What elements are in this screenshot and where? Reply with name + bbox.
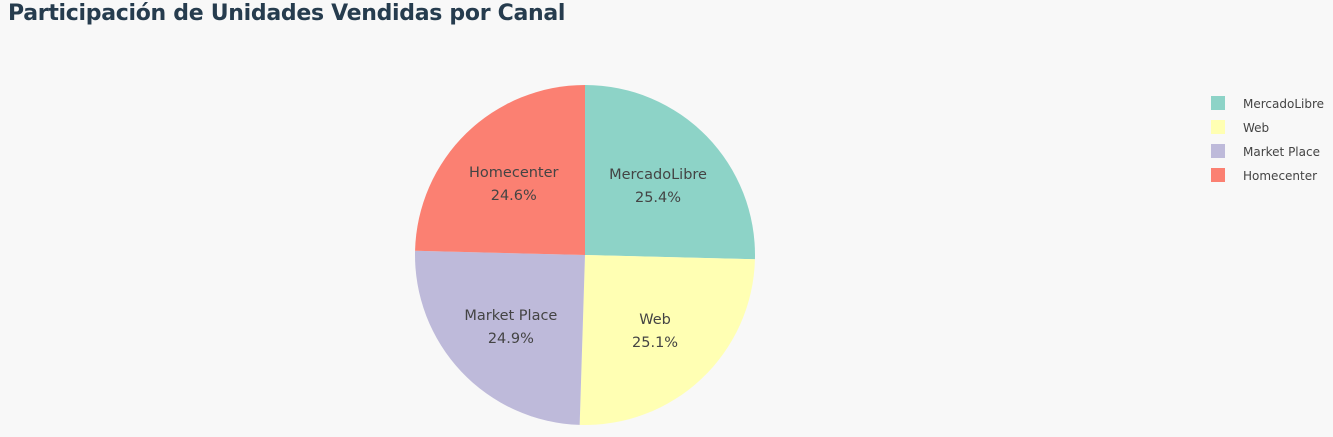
legend-swatch-market-place (1211, 144, 1225, 158)
slice-percent-mercadolibre: 25.4% (635, 190, 681, 206)
slice-label-market-place: Market Place (464, 308, 557, 324)
pie-slices (415, 85, 755, 426)
legend-swatch-web (1211, 120, 1225, 134)
legend-item-mercadolibre[interactable]: MercadoLibre (1211, 96, 1324, 111)
legend-label-mercadolibre: MercadoLibre (1243, 97, 1324, 111)
page-title: Participación de Unidades Vendidas por C… (8, 1, 566, 26)
slice-label-web: Web (639, 312, 671, 328)
legend-swatch-homecenter (1211, 168, 1225, 182)
pie-slice-market-place (415, 250, 585, 425)
legend-label-homecenter: Homecenter (1243, 169, 1317, 183)
legend-label-market-place: Market Place (1243, 145, 1320, 159)
pie-slice-labels: MercadoLibre 25.4% Web 25.1% Market Place 24.… (464, 165, 707, 351)
slice-percent-web: 25.1% (632, 335, 678, 351)
legend: MercadoLibre Web Market Place Homecenter (1211, 96, 1324, 183)
slice-label-mercadolibre: MercadoLibre (609, 167, 707, 183)
slice-label-homecenter: Homecenter (469, 165, 559, 181)
legend-item-market-place[interactable]: Market Place (1211, 144, 1320, 159)
legend-item-web[interactable]: Web (1211, 120, 1269, 135)
slice-percent-homecenter: 24.6% (491, 188, 537, 204)
pie-slice-mercadolibre (585, 85, 755, 260)
pie-slice-web (579, 255, 755, 426)
slice-percent-market-place: 24.9% (488, 331, 534, 347)
legend-swatch-mercadolibre (1211, 96, 1225, 110)
legend-label-web: Web (1243, 121, 1269, 135)
legend-item-homecenter[interactable]: Homecenter (1211, 168, 1317, 183)
pie-slice-homecenter (415, 85, 585, 255)
